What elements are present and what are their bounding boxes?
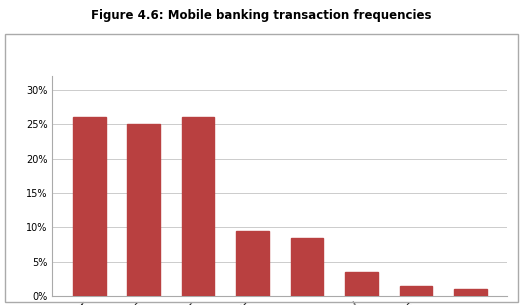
Bar <box>345 272 378 296</box>
Bar <box>73 117 106 296</box>
Bar <box>400 285 432 296</box>
Bar <box>236 231 269 296</box>
Bar <box>128 124 160 296</box>
Text: Figure 4.6: Mobile banking transaction frequencies: Figure 4.6: Mobile banking transaction f… <box>91 9 432 22</box>
Bar <box>291 238 323 296</box>
Bar <box>182 117 214 296</box>
Bar <box>454 289 486 296</box>
